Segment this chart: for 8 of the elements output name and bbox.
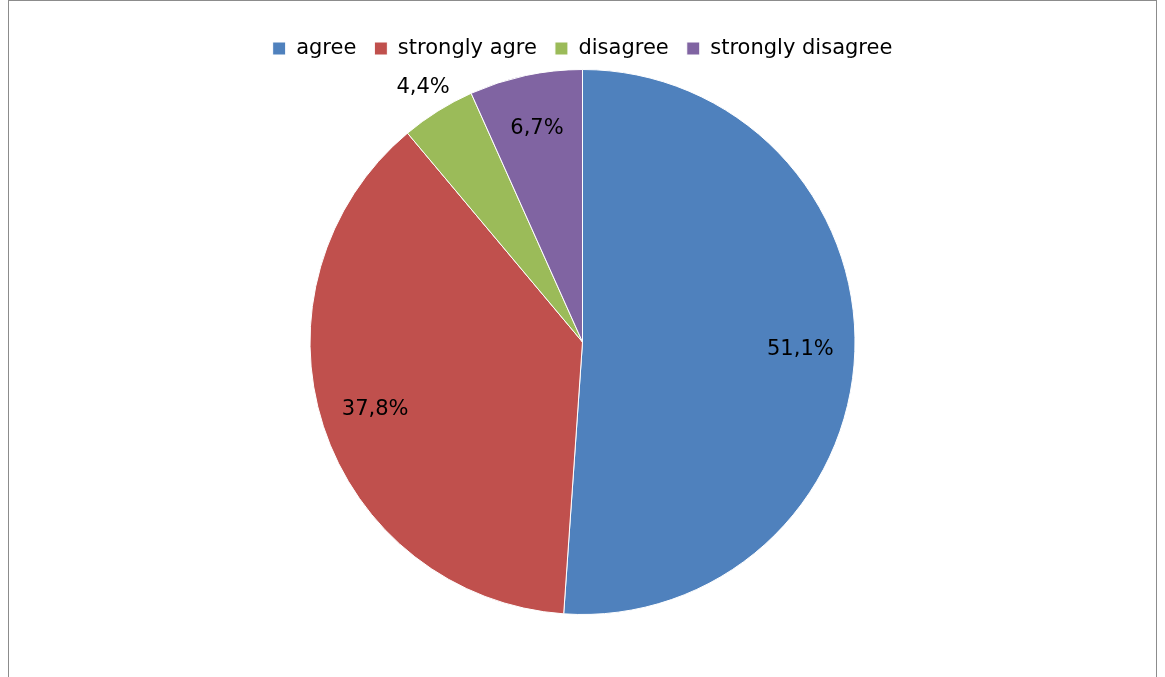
legend-label: disagree — [578, 34, 669, 59]
legend-label: agree — [296, 34, 357, 59]
legend-label: strongly agre — [397, 34, 537, 59]
data-label: 37,8% — [341, 395, 409, 420]
data-label: 4,4% — [396, 73, 450, 98]
data-label: 6,7% — [510, 115, 564, 140]
legend-label: strongly disagree — [710, 34, 893, 59]
data-label: 51,1% — [767, 335, 834, 360]
